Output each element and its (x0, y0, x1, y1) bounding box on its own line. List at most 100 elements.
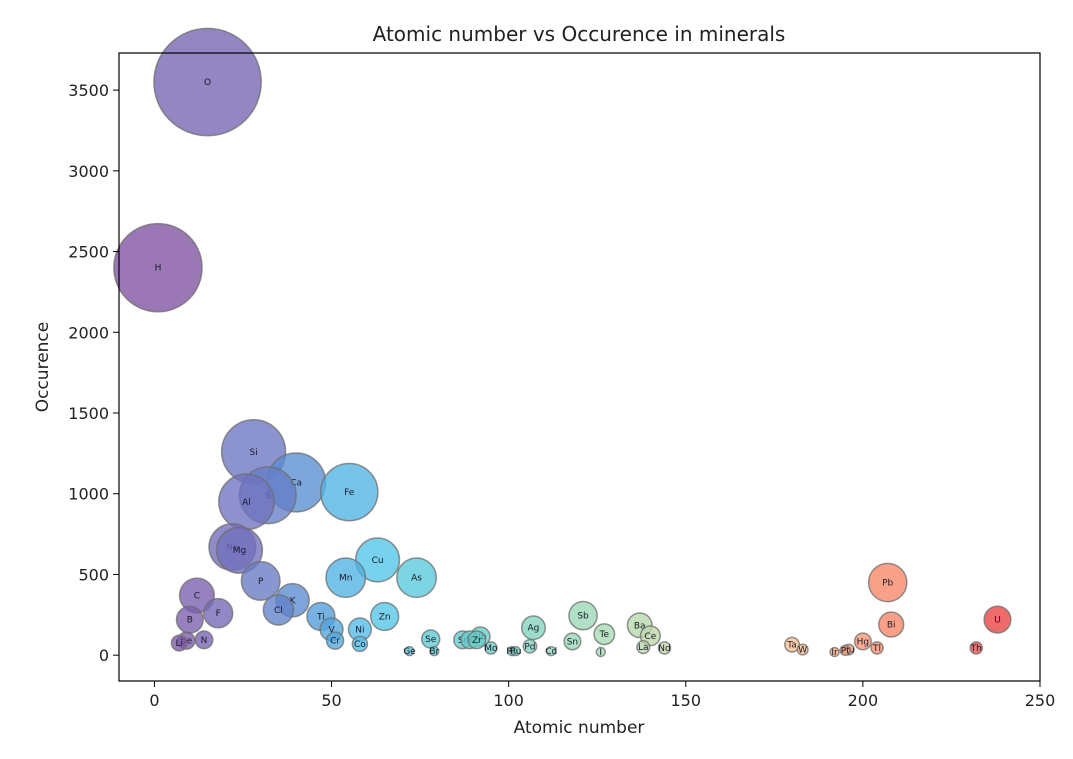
data-point-label: Mg (233, 546, 246, 556)
data-point: La (636, 639, 651, 655)
data-point-label: Se (425, 635, 437, 645)
data-point-label: I (599, 648, 602, 658)
data-point: Pt (839, 644, 851, 657)
data-point-label: Ti (316, 612, 325, 622)
data-point-label: Li (175, 639, 183, 649)
data-point-label: C (194, 591, 200, 601)
data-point-label: Hg (857, 637, 869, 647)
data-point: Sb (568, 600, 598, 631)
data-point-label: Sb (577, 612, 589, 622)
data-point: Tl (870, 641, 884, 655)
data-point: Te (593, 623, 616, 646)
y-axis-label: Occurence (33, 322, 53, 413)
x-tick-label: 0 (149, 691, 159, 710)
data-point: Co (351, 635, 369, 653)
data-point-bubble (202, 597, 234, 629)
data-point: Cd (545, 645, 557, 657)
data-point-label: Sn (567, 637, 578, 647)
y-tick-label: 0 (99, 646, 109, 665)
data-point: H (113, 222, 203, 313)
data-point-bubble (657, 641, 672, 655)
data-point-bubble (325, 631, 345, 650)
data-point: P (240, 560, 281, 601)
data-point: Th (969, 641, 984, 655)
y-tick-label: 1500 (68, 404, 109, 423)
data-point-label: Te (599, 630, 610, 640)
x-tick-label: 200 (848, 691, 879, 710)
data-point-label: Cd (545, 647, 557, 657)
x-axis-label: Atomic number (514, 718, 645, 738)
data-point-bubble (170, 634, 188, 652)
chart-title: Atomic number vs Occurence in minerals (373, 22, 786, 46)
data-point-label: Ni (355, 625, 364, 635)
data-point: Sn (563, 632, 582, 651)
plot-frame (118, 52, 1041, 682)
x-tick-label: 100 (493, 691, 524, 710)
data-point-bubble (153, 27, 262, 137)
data-point-bubble (595, 646, 607, 658)
data-point-label: Cl (274, 606, 283, 616)
data-point: Ag (520, 615, 546, 641)
points-layer: OHSiCaFeSAlNaMgCuMnAsPPbCKClFSbTiZnBUBiB… (113, 27, 1012, 658)
data-point-label: Th (970, 644, 982, 654)
data-point-bubble (484, 641, 498, 655)
data-point-bubble (829, 646, 840, 658)
y-tick-label: 2000 (68, 323, 109, 342)
data-point-bubble (867, 562, 908, 603)
data-point-label: P (258, 577, 264, 587)
data-point: I (595, 646, 607, 658)
data-point-label: Ir (831, 648, 838, 658)
data-point-bubble (545, 645, 557, 657)
y-tick-label: 3000 (68, 162, 109, 181)
data-point-bubble (240, 560, 281, 601)
data-point: Ir (829, 646, 840, 658)
data-point-label: Ag (528, 624, 540, 634)
y-tick-label: 1000 (68, 485, 109, 504)
data-point-bubble (636, 639, 651, 655)
data-point: Br (429, 645, 440, 657)
data-point-label: V (328, 625, 335, 635)
data-point-label: La (638, 643, 649, 653)
data-point-bubble (522, 638, 538, 654)
data-point-label: Co (354, 640, 366, 650)
data-point: Zr (467, 630, 487, 650)
data-point: Al (218, 473, 276, 531)
data-point-label: Fe (344, 488, 355, 498)
data-point-label: Ce (644, 632, 656, 642)
y-tick-label: 2500 (68, 243, 109, 262)
data-point: F (202, 597, 234, 629)
data-point: O (153, 27, 262, 137)
data-point-label: Tl (872, 644, 881, 654)
data-point-bubble (853, 632, 872, 651)
x-tick-label: 250 (1025, 691, 1056, 710)
data-point: Cr (325, 631, 345, 650)
data-point-label: Br (429, 647, 439, 657)
data-point: B (175, 605, 204, 634)
data-point-bubble (839, 644, 851, 657)
data-point: Pb (867, 562, 908, 603)
data-point-bubble (870, 641, 884, 655)
data-point-label: B (187, 616, 193, 626)
data-point-bubble (113, 222, 203, 313)
data-point-bubble (351, 635, 369, 653)
data-point-label: H (155, 264, 162, 274)
y-tick-label: 500 (78, 565, 109, 584)
data-point: Pd (522, 638, 538, 654)
data-point-label: N (201, 636, 208, 646)
data-point-label: Ba (634, 621, 646, 631)
data-point-bubble (467, 630, 487, 650)
data-point-label: Nd (658, 644, 670, 654)
data-point-label: F (216, 609, 221, 619)
data-point-label: Ta (786, 641, 797, 651)
data-point: Mg (215, 526, 264, 574)
data-point: Ge (403, 645, 416, 657)
data-point: Cl (262, 594, 295, 626)
data-point-label: Cu (372, 556, 384, 566)
data-point-label: Pt (841, 646, 850, 656)
data-point-bubble (262, 594, 295, 626)
data-point: Li (170, 634, 188, 652)
data-point-label: Si (249, 448, 257, 458)
data-point-bubble (325, 557, 367, 599)
data-point-label: Ge (403, 647, 416, 657)
data-point: Ru (510, 645, 522, 657)
